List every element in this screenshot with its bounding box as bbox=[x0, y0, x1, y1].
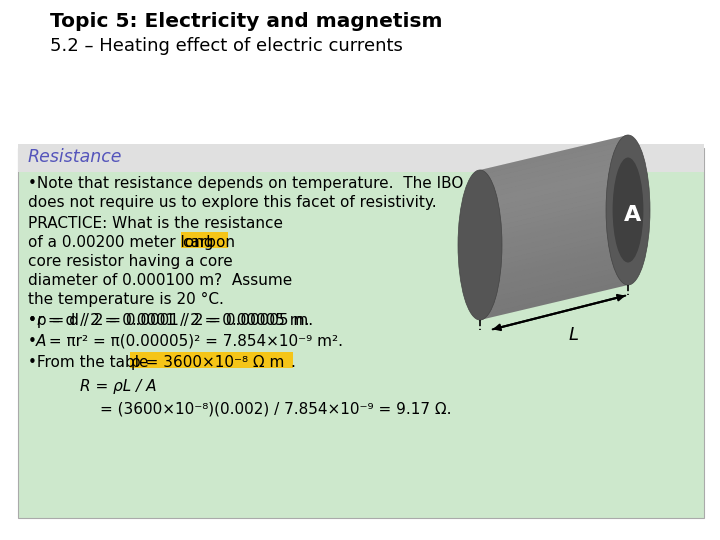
Ellipse shape bbox=[606, 135, 650, 285]
PathPatch shape bbox=[480, 185, 628, 225]
Text: core resistor having a core: core resistor having a core bbox=[28, 254, 233, 269]
PathPatch shape bbox=[480, 200, 628, 240]
Text: A: A bbox=[624, 205, 642, 225]
Text: PRACTICE: What is the resistance: PRACTICE: What is the resistance bbox=[28, 216, 283, 231]
Text: R = ρL / A: R = ρL / A bbox=[80, 379, 156, 394]
Ellipse shape bbox=[458, 170, 502, 320]
Text: •: • bbox=[28, 313, 37, 328]
Text: Resistance: Resistance bbox=[28, 148, 122, 166]
Text: •Note that resistance depends on temperature.  The IBO: •Note that resistance depends on tempera… bbox=[28, 176, 464, 191]
Text: Topic 5: Electricity and magnetism: Topic 5: Electricity and magnetism bbox=[50, 12, 443, 31]
Text: carbon: carbon bbox=[182, 235, 235, 250]
Text: of a 0.00200 meter long: of a 0.00200 meter long bbox=[28, 235, 218, 250]
Text: = d / 2 = 0.0001 / 2 = 0.00005 m.: = d / 2 = 0.0001 / 2 = 0.00005 m. bbox=[43, 313, 310, 328]
Text: •: • bbox=[28, 334, 37, 349]
PathPatch shape bbox=[480, 245, 628, 285]
PathPatch shape bbox=[480, 150, 628, 190]
PathPatch shape bbox=[480, 255, 628, 295]
Bar bbox=[18, 148, 704, 518]
Bar bbox=[181, 232, 228, 248]
PathPatch shape bbox=[480, 215, 628, 255]
PathPatch shape bbox=[480, 210, 628, 250]
PathPatch shape bbox=[480, 230, 628, 270]
Bar bbox=[0, 0, 720, 160]
PathPatch shape bbox=[480, 265, 628, 305]
Text: = πr² = π(0.00005)² = 7.854×10⁻⁹ m².: = πr² = π(0.00005)² = 7.854×10⁻⁹ m². bbox=[44, 334, 343, 349]
Bar bbox=[18, 144, 704, 172]
PathPatch shape bbox=[480, 135, 628, 320]
Text: does not require us to explore this facet of resistivity.: does not require us to explore this face… bbox=[28, 195, 436, 210]
PathPatch shape bbox=[480, 155, 628, 195]
PathPatch shape bbox=[480, 160, 628, 200]
Text: r: r bbox=[36, 313, 42, 328]
PathPatch shape bbox=[480, 140, 628, 180]
PathPatch shape bbox=[480, 165, 628, 205]
PathPatch shape bbox=[480, 195, 628, 235]
Text: •ρ = d / 2 = 0.0001 / 2 = 0.00005 m.: •ρ = d / 2 = 0.0001 / 2 = 0.00005 m. bbox=[28, 313, 313, 328]
PathPatch shape bbox=[480, 175, 628, 215]
PathPatch shape bbox=[480, 220, 628, 260]
Text: the temperature is 20 °C.: the temperature is 20 °C. bbox=[28, 292, 224, 307]
PathPatch shape bbox=[480, 240, 628, 280]
Text: •From the table: •From the table bbox=[28, 355, 153, 370]
Text: A: A bbox=[36, 334, 46, 349]
Bar bbox=[130, 352, 293, 368]
PathPatch shape bbox=[480, 145, 628, 185]
Ellipse shape bbox=[613, 158, 644, 262]
PathPatch shape bbox=[480, 205, 628, 245]
PathPatch shape bbox=[480, 170, 628, 210]
PathPatch shape bbox=[480, 250, 628, 290]
PathPatch shape bbox=[480, 235, 628, 275]
Text: L: L bbox=[569, 327, 579, 345]
Text: = (3600×10⁻⁸)(0.002) / 7.854×10⁻⁹ = 9.17 Ω.: = (3600×10⁻⁸)(0.002) / 7.854×10⁻⁹ = 9.17… bbox=[100, 401, 451, 416]
PathPatch shape bbox=[480, 180, 628, 220]
PathPatch shape bbox=[480, 260, 628, 300]
Text: ρ = 3600×10⁻⁸ Ω m: ρ = 3600×10⁻⁸ Ω m bbox=[131, 355, 284, 370]
PathPatch shape bbox=[480, 225, 628, 265]
Text: diameter of 0.000100 m?  Assume: diameter of 0.000100 m? Assume bbox=[28, 273, 292, 288]
PathPatch shape bbox=[480, 190, 628, 230]
PathPatch shape bbox=[480, 135, 628, 175]
Text: .: . bbox=[291, 355, 296, 370]
Text: 5.2 – Heating effect of electric currents: 5.2 – Heating effect of electric current… bbox=[50, 37, 403, 55]
